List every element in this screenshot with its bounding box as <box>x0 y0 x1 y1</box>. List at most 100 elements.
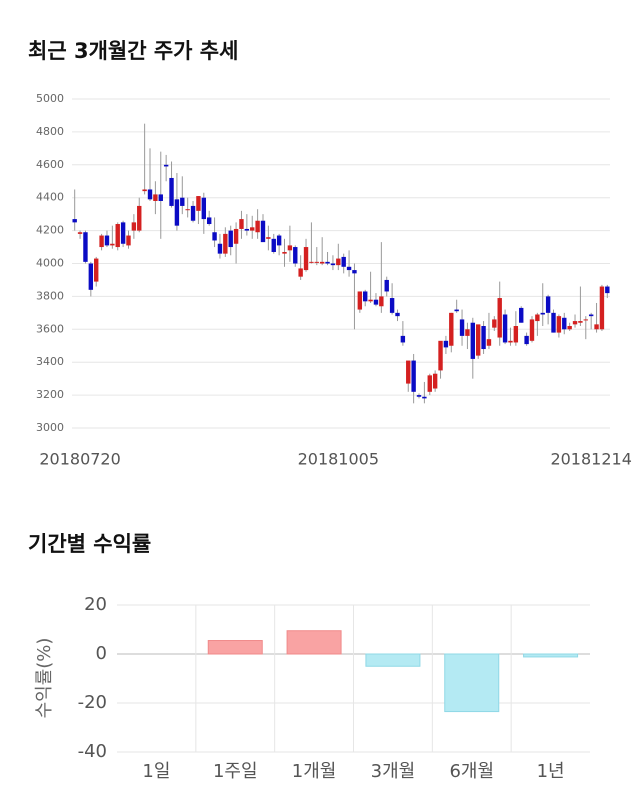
candle-body <box>588 314 594 317</box>
candle-body <box>131 222 137 231</box>
candle-body <box>99 235 104 248</box>
x-tick-label: 20181005 <box>298 450 379 469</box>
candle-body <box>605 286 610 294</box>
candle-body <box>271 238 276 252</box>
candle-body <box>406 360 411 384</box>
chart-title: 기간별 수익률 <box>28 532 151 556</box>
y-tick-label: 5000 <box>36 92 64 105</box>
candle-body <box>443 340 449 348</box>
candle-body <box>594 324 599 330</box>
candle-body <box>400 335 406 343</box>
candle-body <box>115 224 120 248</box>
candle-body <box>83 232 88 262</box>
candle-body <box>282 251 287 254</box>
candle-body <box>298 268 303 277</box>
candle-body <box>519 307 524 323</box>
candle-body <box>244 228 250 231</box>
y-tick-label: 0 <box>96 643 107 664</box>
candle-body <box>314 261 319 263</box>
candle-body <box>72 219 77 223</box>
candle-body <box>422 396 427 399</box>
candle-body <box>212 232 217 241</box>
candle-body <box>459 319 465 336</box>
candle-body <box>325 261 330 264</box>
candle-body <box>432 373 438 389</box>
x-tick-label: 1주일 <box>213 761 258 782</box>
candle-body <box>228 230 233 248</box>
candle-body <box>250 227 255 231</box>
candle-body <box>88 263 94 290</box>
candle-body <box>180 197 185 206</box>
candle-body <box>567 326 572 330</box>
candle-body <box>368 299 373 302</box>
candle-body <box>147 189 153 200</box>
candle-body <box>545 296 551 313</box>
candle-body <box>411 360 416 392</box>
candle-body <box>163 164 169 167</box>
bar <box>365 653 421 667</box>
candle-body <box>158 194 163 201</box>
candle-body <box>341 256 346 267</box>
candle-body <box>346 266 352 271</box>
x-tick-label: 6개월 <box>449 761 494 782</box>
candle-body <box>142 189 147 192</box>
candle-body <box>77 232 83 234</box>
bar <box>444 653 500 713</box>
candle-body <box>293 247 298 264</box>
y-axis-label: 수익률(%) <box>34 638 55 719</box>
candle-body <box>309 261 314 263</box>
candle-body <box>217 243 223 254</box>
candle-body <box>287 245 293 251</box>
candle-body <box>174 199 180 226</box>
candle-body <box>524 335 529 345</box>
candle-body <box>395 312 400 317</box>
candle-body <box>470 322 476 359</box>
y-tick-label: 3800 <box>36 289 64 302</box>
candle-body <box>94 258 99 282</box>
candle-body <box>475 324 481 356</box>
candle-body <box>454 309 459 312</box>
candle-body <box>352 270 357 274</box>
candle-body <box>508 340 513 343</box>
candle-body <box>578 321 583 323</box>
bar <box>286 630 342 655</box>
candle-body <box>153 194 158 201</box>
candle-body <box>583 319 588 321</box>
candle-body <box>556 316 562 333</box>
y-tick-label: -40 <box>78 741 107 762</box>
candle-body <box>529 319 535 341</box>
candle-body <box>120 222 126 244</box>
candle-body <box>255 220 260 233</box>
candle-body <box>492 319 497 328</box>
x-tick-label: 20180720 <box>39 450 120 469</box>
candle-body <box>266 237 271 239</box>
candle-body <box>379 296 384 307</box>
y-tick-label: 3200 <box>36 388 64 401</box>
candle-body <box>562 317 567 330</box>
candle-body <box>260 220 266 243</box>
candle-body <box>535 314 540 322</box>
y-tick-label: 3000 <box>36 421 64 434</box>
candle-body <box>169 177 174 206</box>
candle-body <box>206 217 212 225</box>
y-tick-label: 4200 <box>36 224 64 237</box>
x-tick-label: 1년 <box>537 761 565 782</box>
candle-body <box>502 314 508 343</box>
candle-body <box>486 339 492 346</box>
candle-body <box>126 235 131 246</box>
chart-title: 최근 3개월간 주가 추세 <box>28 39 238 63</box>
candle-body <box>363 291 368 302</box>
candle-body <box>330 263 336 266</box>
bar <box>523 653 579 658</box>
candle-body <box>481 326 486 350</box>
candle-body <box>465 329 470 336</box>
candle-body <box>185 209 190 211</box>
candle-body <box>303 247 309 271</box>
candle-body <box>196 196 201 211</box>
candle-body <box>540 312 545 315</box>
y-tick-label: -20 <box>78 692 107 713</box>
candle-body <box>373 299 379 305</box>
x-tick-label: 20181214 <box>550 450 631 469</box>
